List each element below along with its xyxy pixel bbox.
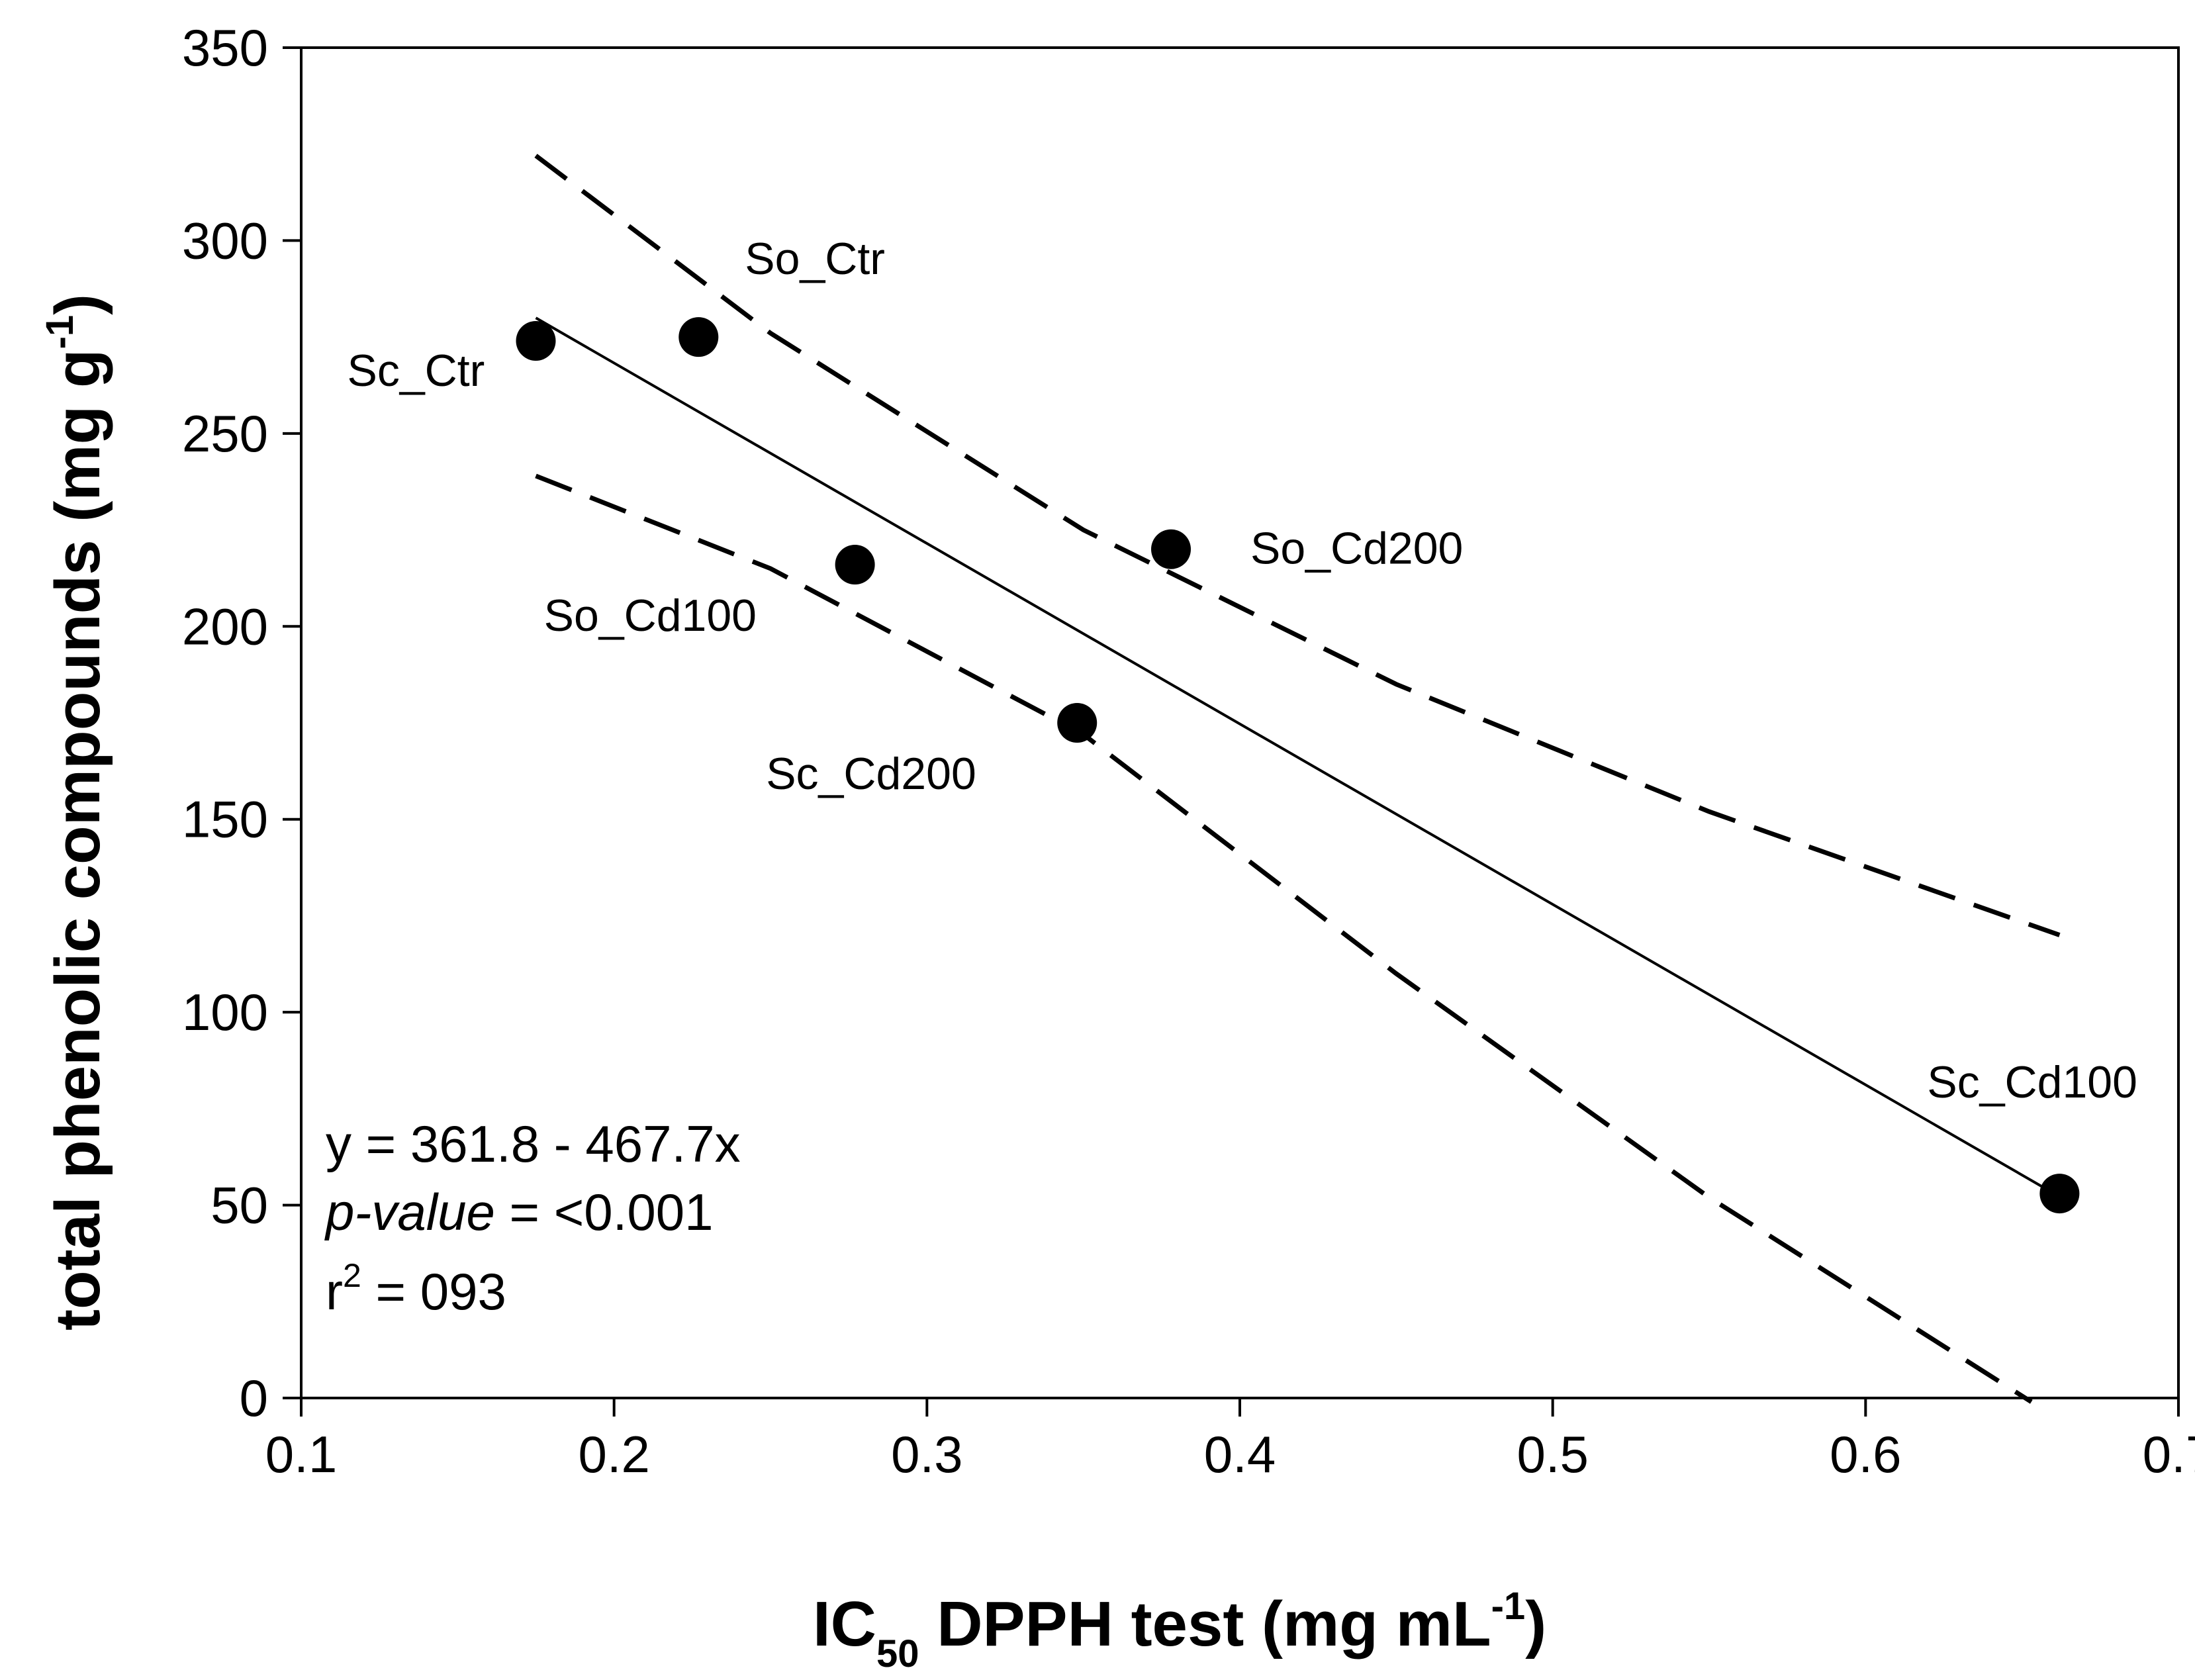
data-point xyxy=(678,317,719,357)
p-value-label: p-value xyxy=(324,1183,495,1241)
x-title-sup: -1 xyxy=(1491,1585,1526,1628)
point-label: Sc_Cd200 xyxy=(766,749,976,799)
data-point xyxy=(1151,529,1191,569)
confidence-lower-line xyxy=(535,473,2033,1404)
y-tick-label: 150 xyxy=(182,790,268,849)
regression-equation: y = 361.8 - 467.7x xyxy=(326,1115,741,1173)
y-axis-title: total phenolic compounds (mg g-1) xyxy=(38,294,113,1330)
point-label: So_Cd100 xyxy=(544,590,757,641)
y-title-main: total phenolic compounds (mg g xyxy=(42,349,113,1330)
point-label: So_Ctr xyxy=(745,234,885,284)
x-tick-label: 0.5 xyxy=(1517,1425,1588,1483)
p-value-text: p-value = <0.001 xyxy=(324,1183,713,1241)
r-squared-label: r xyxy=(326,1262,343,1321)
regression-line xyxy=(535,316,2061,1198)
y-tick-label: 50 xyxy=(210,1176,268,1235)
x-axis: 0.1 0.2 0.3 0.4 0.5 0.6 0.7 xyxy=(265,1398,2195,1483)
x-title-main: IC xyxy=(813,1589,876,1659)
x-title-rest: DPPH test (mg mL xyxy=(919,1589,1491,1659)
x-title-close: ) xyxy=(1525,1589,1546,1659)
data-points xyxy=(516,317,2080,1214)
r-squared-value: = 093 xyxy=(361,1262,506,1321)
y-axis: 0 50 100 150 200 250 300 350 xyxy=(182,19,301,1427)
y-title-close: ) xyxy=(42,294,113,315)
x-tick-label: 0.1 xyxy=(265,1425,337,1483)
x-tick-label: 0.7 xyxy=(2143,1425,2195,1483)
data-point xyxy=(835,545,875,585)
point-label: Sc_Ctr xyxy=(348,346,485,396)
point-label: So_Cd200 xyxy=(1250,524,1463,574)
y-title-sup: -1 xyxy=(38,315,81,350)
point-labels: Sc_Ctr So_Ctr So_Cd100 Sc_Cd200 So_Cd200 Sc_C… xyxy=(348,234,2137,1107)
x-tick-label: 0.6 xyxy=(1830,1425,1901,1483)
y-tick-label: 0 xyxy=(240,1369,268,1427)
y-tick-label: 200 xyxy=(182,597,268,655)
data-point xyxy=(516,320,556,361)
confidence-upper-line xyxy=(534,154,2061,937)
regression xyxy=(535,316,2061,1198)
data-point xyxy=(2039,1174,2080,1214)
r-squared-text: r2 = 093 xyxy=(326,1257,506,1321)
y-tick-label: 300 xyxy=(182,211,268,269)
p-value-value: = <0.001 xyxy=(495,1183,714,1241)
point-label: Sc_Cd100 xyxy=(1927,1057,2137,1107)
x-tick-label: 0.4 xyxy=(1204,1425,1276,1483)
x-axis-title: IC50 DPPH test (mg mL-1) xyxy=(813,1585,1546,1675)
confidence-band xyxy=(534,154,2061,1404)
r-squared-sup: 2 xyxy=(343,1257,361,1294)
y-tick-label: 250 xyxy=(182,404,268,463)
x-title-sub: 50 xyxy=(876,1632,919,1675)
x-tick-label: 0.2 xyxy=(578,1425,649,1483)
data-point xyxy=(1057,703,1098,743)
x-tick-label: 0.3 xyxy=(891,1425,962,1483)
y-tick-label: 100 xyxy=(182,983,268,1041)
y-tick-label: 350 xyxy=(182,19,268,77)
